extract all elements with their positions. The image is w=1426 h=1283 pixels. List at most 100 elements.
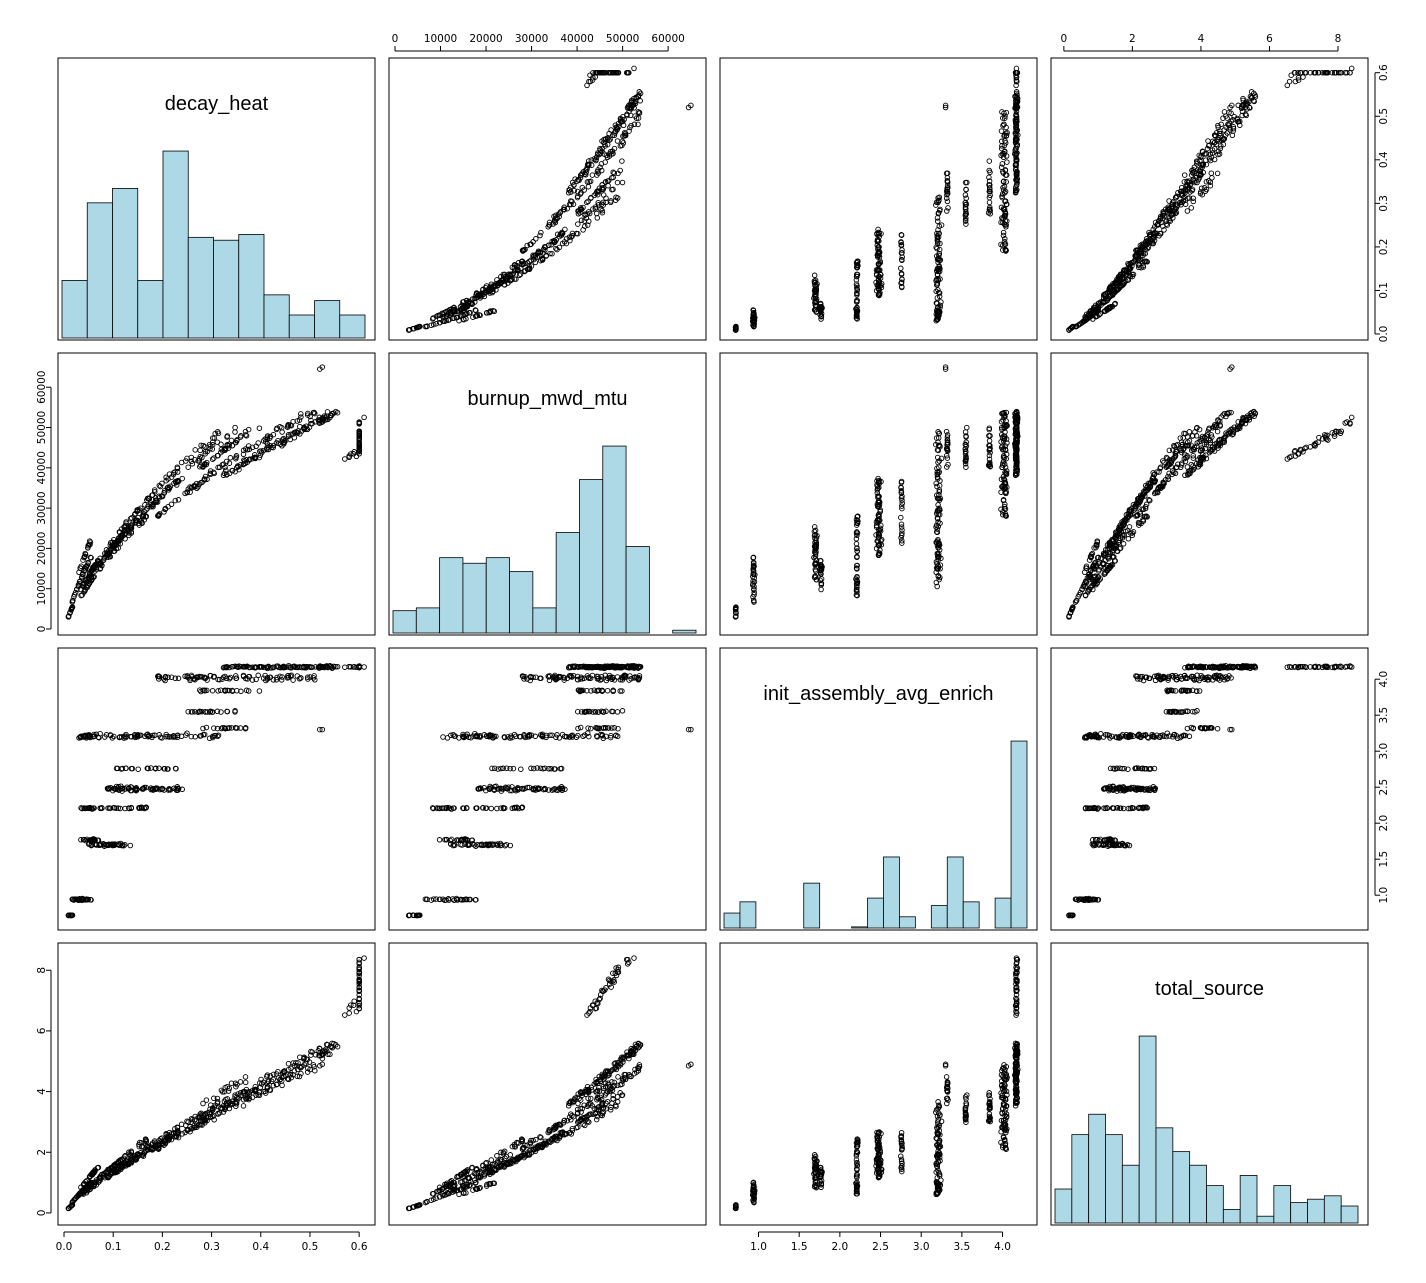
data-point — [538, 233, 543, 238]
data-point — [606, 183, 611, 188]
panel-1-3 — [1051, 353, 1368, 635]
data-point — [632, 66, 637, 71]
data-point — [362, 665, 367, 670]
data-point — [594, 211, 599, 216]
data-point — [588, 73, 593, 78]
data-point — [198, 448, 203, 453]
data-point — [987, 200, 992, 205]
histogram-bar — [510, 572, 533, 633]
histogram-bar — [626, 547, 649, 633]
data-point — [589, 158, 594, 163]
histogram-bar — [264, 295, 289, 338]
histogram-bar — [113, 188, 138, 338]
data-point — [965, 425, 970, 430]
panel-2-1 — [389, 648, 706, 930]
data-point — [257, 426, 262, 431]
data-point — [1001, 230, 1006, 235]
data-point — [601, 193, 606, 198]
data-point — [299, 676, 304, 681]
data-point — [812, 273, 817, 278]
data-point — [227, 677, 232, 682]
panels-layer: decay_heatburnup_mwd_mtuinit_assembly_av… — [58, 58, 1368, 1225]
histogram-bar — [289, 315, 314, 338]
data-point — [620, 180, 625, 185]
data-point — [1126, 537, 1131, 542]
histogram-bar — [393, 611, 416, 633]
histogram-bar — [416, 608, 439, 633]
data-point — [963, 193, 968, 198]
histogram-bar — [486, 558, 509, 633]
data-point — [1349, 66, 1354, 71]
data-point — [1222, 110, 1227, 115]
data-point — [257, 689, 262, 694]
data-point — [987, 439, 992, 444]
data-point — [1215, 429, 1220, 434]
data-point — [1005, 160, 1010, 165]
data-point — [590, 173, 595, 178]
data-point — [210, 457, 215, 462]
data-point — [186, 465, 191, 470]
histogram-bar — [239, 234, 264, 338]
data-point — [233, 425, 238, 430]
data-point — [529, 766, 534, 771]
data-point — [354, 454, 359, 459]
data-point — [576, 212, 581, 217]
data-point — [585, 200, 590, 205]
histogram-bar — [62, 280, 87, 338]
data-point — [519, 767, 524, 772]
data-point — [1182, 173, 1187, 178]
data-point — [233, 430, 238, 435]
data-point — [229, 438, 234, 443]
data-point — [176, 676, 181, 681]
histogram-bar — [440, 558, 463, 633]
histogram-bar — [340, 315, 365, 338]
panel-1-2 — [720, 353, 1037, 635]
data-point — [124, 766, 129, 771]
data-point — [193, 448, 198, 453]
panel-0-1 — [389, 58, 706, 340]
histogram-bar — [188, 237, 213, 338]
data-point — [935, 216, 940, 221]
variable-label: decay_heat — [165, 93, 269, 115]
panel-0-0: decay_heat — [58, 58, 375, 340]
panel-1-1: burnup_mwd_mtu — [389, 353, 706, 635]
data-point — [935, 484, 940, 489]
panel-frame — [58, 353, 375, 635]
data-point — [900, 528, 905, 533]
histogram-bar — [603, 446, 626, 633]
histogram-bar — [315, 301, 340, 338]
data-point — [228, 456, 233, 461]
data-point — [176, 498, 181, 503]
data-point — [1349, 415, 1354, 420]
data-point — [534, 237, 539, 242]
data-point — [1301, 75, 1306, 80]
data-point — [449, 837, 454, 842]
data-point — [445, 736, 450, 741]
panel-1-0 — [58, 353, 375, 635]
data-point — [1121, 542, 1126, 547]
data-point — [819, 587, 824, 592]
histogram-bar — [579, 480, 602, 633]
data-point — [899, 266, 904, 271]
histogram-bar — [163, 151, 188, 338]
data-point — [576, 726, 581, 731]
data-point — [620, 709, 625, 714]
data-point — [615, 139, 620, 144]
histogram-bar — [214, 240, 239, 338]
panel-frame — [1051, 353, 1368, 635]
data-point — [605, 688, 610, 693]
variable-label: burnup_mwd_mtu — [467, 388, 627, 410]
data-point — [343, 665, 348, 670]
data-point — [999, 129, 1004, 134]
data-point — [615, 710, 620, 715]
data-point — [899, 515, 904, 520]
histogram-bar — [556, 533, 579, 633]
data-point — [595, 216, 600, 221]
data-point — [1209, 171, 1214, 176]
panel-frame — [389, 58, 706, 340]
data-point — [934, 481, 939, 486]
data-point — [1206, 139, 1211, 144]
data-point — [1185, 209, 1190, 214]
data-point — [585, 83, 590, 88]
